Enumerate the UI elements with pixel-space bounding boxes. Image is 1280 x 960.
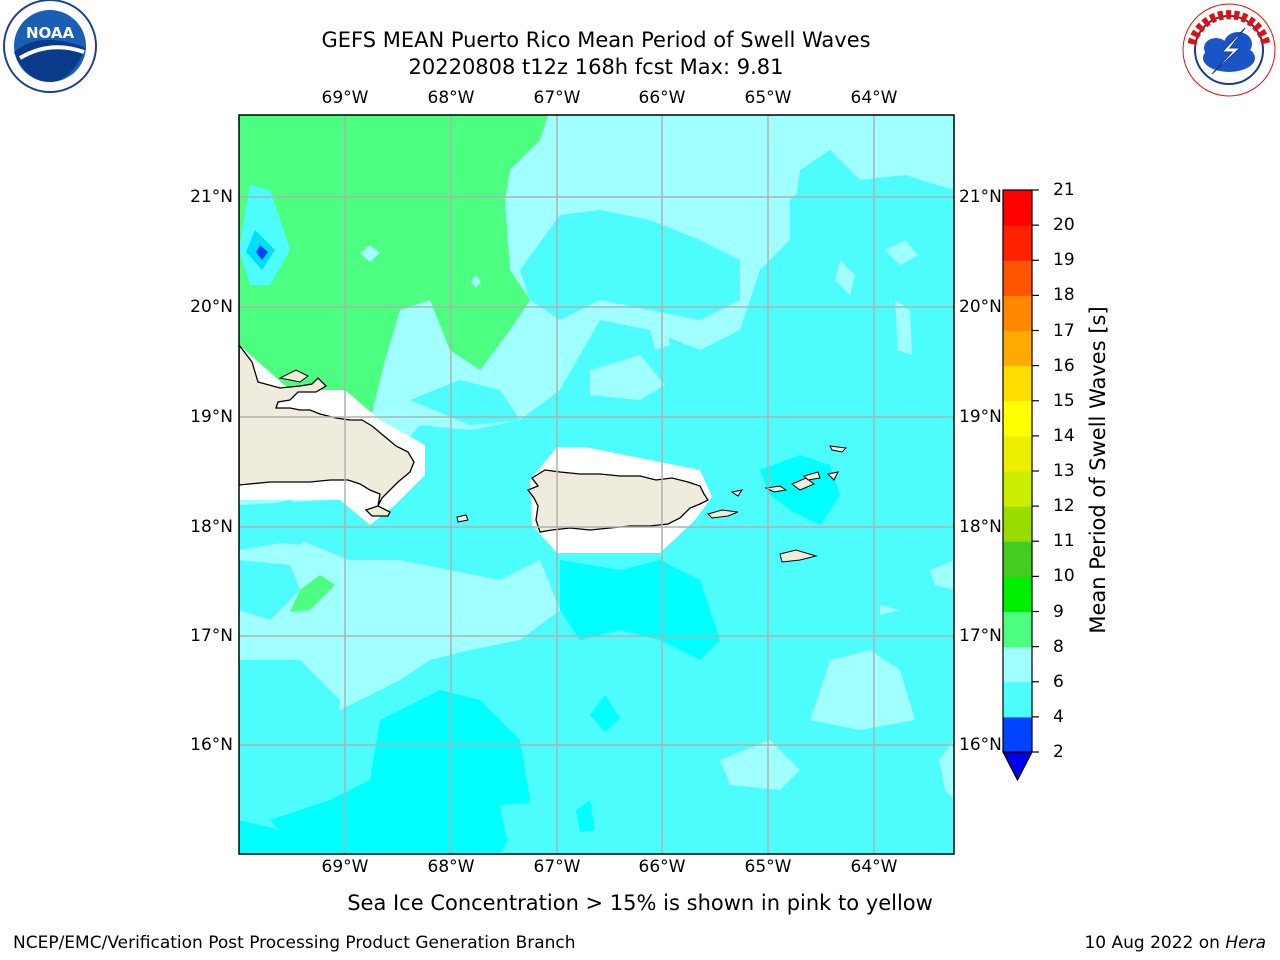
colorbar-title: Mean Period of Swell Waves [s] — [1086, 306, 1110, 634]
lat-label-left: 19°N — [190, 407, 233, 427]
colorbar-segment — [1003, 190, 1032, 226]
lat-label-right: 19°N — [959, 407, 1002, 427]
colorbar-tick-label: 20 — [1053, 215, 1075, 236]
colorbar-tick-label: 2 — [1053, 742, 1064, 762]
national-weather-service-logo — [1182, 3, 1276, 97]
colorbar-segment — [1003, 681, 1032, 718]
colorbar-segment — [1003, 576, 1032, 612]
map-frame — [238, 114, 955, 855]
lat-label-left: 21°N — [190, 187, 233, 207]
colorbar-segment — [1003, 716, 1032, 753]
sea-ice-note-text: Sea Ice Concentration > 15% is shown in … — [347, 891, 933, 915]
colorbar-tick-label: 13 — [1053, 461, 1075, 481]
sea-ice-note: Sea Ice Concentration > 15% is shown in … — [0, 891, 1280, 915]
colorbar-tick-label: 19 — [1053, 250, 1075, 271]
colorbar-segment — [1003, 471, 1032, 507]
colorbar-segment — [1003, 506, 1032, 542]
lon-label-top: 65°W — [744, 88, 792, 108]
lat-label-right: 21°N — [959, 187, 1002, 207]
noaa-logo: NOAA — [3, 0, 97, 93]
colorbar-tick-label: 9 — [1053, 601, 1064, 622]
colorbar-tick-label: 16 — [1053, 355, 1075, 376]
colorbar-segment — [1003, 400, 1032, 437]
lon-label-bottom: 65°W — [744, 857, 792, 877]
lon-label-top: 67°W — [533, 88, 581, 108]
colorbar-tick-label: 17 — [1053, 320, 1075, 341]
lon-label-top: 68°W — [427, 88, 475, 108]
colorbar-segment — [1003, 295, 1032, 331]
lon-label-top: 69°W — [321, 88, 369, 108]
credit-machine: Hera — [1225, 933, 1266, 953]
colorbar-segment — [1003, 435, 1032, 472]
colorbar-segment — [1003, 646, 1032, 683]
lon-label-bottom: 66°W — [638, 857, 686, 877]
credit-date-text: 10 Aug 2022 on — [1084, 933, 1226, 953]
lat-label-left: 17°N — [190, 626, 233, 646]
lat-label-right: 17°N — [959, 626, 1002, 646]
chart-title: GEFS MEAN Puerto Rico Mean Period of Swe… — [321, 28, 871, 52]
svg-text:NOAA: NOAA — [26, 24, 75, 42]
colorbar-tick-label: 10 — [1053, 566, 1075, 587]
lat-label-left: 18°N — [190, 517, 233, 537]
lon-label-bottom: 64°W — [850, 857, 898, 877]
colorbar-tick-label: 18 — [1053, 285, 1075, 306]
colorbar-segment — [1003, 611, 1032, 648]
lon-label-top: 66°W — [638, 88, 686, 108]
lat-label-right: 16°N — [959, 735, 1002, 755]
colorbar — [1002, 189, 1039, 782]
credit-date: 10 Aug 2022 on Hera — [1084, 933, 1266, 953]
colorbar-segment — [1003, 365, 1032, 402]
colorbar-tick-label: 8 — [1053, 636, 1064, 657]
lon-label-bottom: 68°W — [427, 857, 475, 877]
colorbar-tick-label: 21 — [1053, 180, 1075, 200]
lat-label-right: 20°N — [959, 297, 1002, 317]
colorbar-tick-label: 12 — [1053, 496, 1075, 517]
colorbar-tick-label: 4 — [1053, 706, 1064, 727]
map-gridlines — [239, 115, 954, 854]
colorbar-tick-label: 14 — [1053, 425, 1075, 446]
lon-label-bottom: 67°W — [533, 857, 581, 877]
colorbar-segment — [1003, 260, 1032, 296]
chart-subtitle: 20220808 t12z 168h fcst Max: 9.81 — [408, 55, 784, 79]
lon-label-bottom: 69°W — [321, 857, 369, 877]
credit-branch: NCEP/EMC/Verification Post Processing Pr… — [13, 933, 576, 953]
colorbar-tick-label: 15 — [1053, 390, 1075, 411]
colorbar-tick-label: 6 — [1053, 671, 1064, 692]
colorbar-segment — [1003, 541, 1032, 577]
lon-label-top: 64°W — [850, 88, 898, 108]
lat-label-left: 20°N — [190, 297, 233, 317]
lat-label-right: 18°N — [959, 517, 1002, 537]
colorbar-segment — [1003, 225, 1032, 261]
lat-label-left: 16°N — [190, 735, 233, 755]
colorbar-segment — [1003, 330, 1032, 367]
colorbar-tick-label: 11 — [1053, 531, 1075, 552]
colorbar-extend-arrow — [1002, 751, 1033, 782]
